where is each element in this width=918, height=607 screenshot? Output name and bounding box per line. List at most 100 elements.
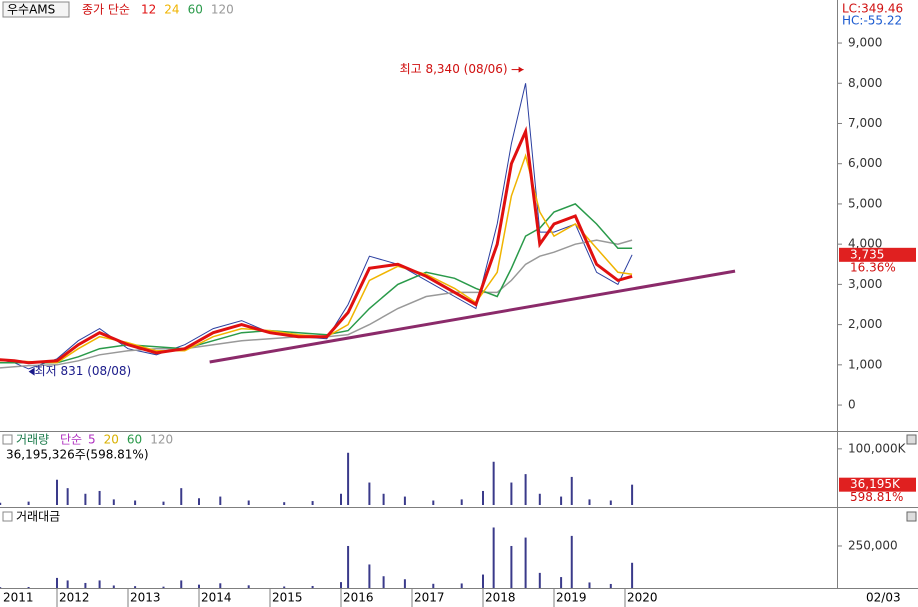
legend-entry: 5 xyxy=(88,433,96,447)
annotation-arrowhead xyxy=(28,367,35,376)
legend-entry: 12 xyxy=(141,3,156,17)
bar xyxy=(403,579,406,588)
bar xyxy=(560,577,563,588)
bar xyxy=(56,479,58,505)
amount-title: 거래대금 xyxy=(16,510,60,524)
bar xyxy=(112,499,115,505)
volume-legend-label: 단순 xyxy=(60,433,82,447)
bar xyxy=(460,499,463,505)
bar xyxy=(84,493,87,505)
bar xyxy=(180,580,183,588)
bar xyxy=(524,474,527,505)
legend-entry: 24 xyxy=(164,3,179,17)
bar xyxy=(510,482,513,505)
change-label: 16.36% xyxy=(850,260,896,274)
bar xyxy=(198,498,200,505)
bar xyxy=(134,586,137,588)
bar xyxy=(368,564,371,588)
bar xyxy=(631,562,634,588)
last-date-label: 02/03 xyxy=(866,591,901,605)
volume-title: 거래량 xyxy=(16,433,49,447)
bar xyxy=(162,501,165,505)
y-tick-label: 8,000 xyxy=(848,76,882,90)
annotation: 최고 8,340 (08/06) xyxy=(400,62,508,76)
x-tick-label: 2013 xyxy=(130,591,161,605)
x-tick-label: 2014 xyxy=(201,591,232,605)
bar xyxy=(0,587,2,588)
bar xyxy=(609,500,612,505)
bar xyxy=(538,493,541,505)
bar xyxy=(283,502,286,505)
close-button[interactable] xyxy=(906,434,917,445)
y-tick-label: 100,000K xyxy=(848,441,907,455)
bar xyxy=(219,496,222,505)
bar xyxy=(98,580,101,588)
moving-average xyxy=(0,125,633,365)
bar xyxy=(347,545,350,588)
legend-entry: 120 xyxy=(211,3,234,17)
y-tick-label: 0 xyxy=(848,398,856,412)
bar xyxy=(134,500,137,505)
bar xyxy=(219,583,222,588)
hc-label: HC:-55.22 xyxy=(842,14,902,28)
change-label: 598.81% xyxy=(850,490,903,504)
trend-line xyxy=(209,269,736,364)
last-price-box xyxy=(839,247,916,262)
bar xyxy=(631,484,634,505)
bar xyxy=(460,583,463,588)
legend-entry: 120 xyxy=(150,433,173,447)
x-tick-label: 2020 xyxy=(627,591,658,605)
bar xyxy=(510,545,513,588)
bar xyxy=(382,576,385,588)
bar xyxy=(247,500,250,505)
volume-summary: 36,195,326주(598.81%) xyxy=(6,448,149,462)
bar xyxy=(588,582,591,588)
bar xyxy=(0,502,2,505)
y-tick-label: 4,000 xyxy=(848,237,882,251)
x-tick-label: 2011 xyxy=(3,591,34,605)
close-button[interactable] xyxy=(906,511,917,522)
bar xyxy=(198,584,200,588)
bar xyxy=(311,501,314,505)
bar xyxy=(112,585,115,588)
bar xyxy=(98,490,101,505)
symbol-button[interactable] xyxy=(2,1,70,18)
legend-entry: 60 xyxy=(188,3,203,17)
bar xyxy=(340,493,342,505)
annotation-arrowhead xyxy=(518,66,524,73)
y-tick-label: 7,000 xyxy=(848,116,882,130)
bar xyxy=(382,493,385,505)
bar xyxy=(588,499,591,505)
bar xyxy=(180,488,183,505)
bar xyxy=(27,586,30,588)
bar xyxy=(283,586,286,588)
panel-icon[interactable] xyxy=(2,434,13,445)
last-volume-label: 36,195K xyxy=(850,477,901,491)
bar xyxy=(84,582,87,588)
bar xyxy=(311,585,314,588)
bar xyxy=(66,580,69,588)
x-tick-label: 2019 xyxy=(556,591,587,605)
symbol-name: 우수AMS xyxy=(7,3,55,17)
panel-icon[interactable] xyxy=(2,511,13,522)
y-tick-label: 250,000 xyxy=(848,538,898,552)
x-tick-label: 2018 xyxy=(485,591,516,605)
bar xyxy=(162,586,165,588)
x-tick-label: 2015 xyxy=(272,591,303,605)
y-tick-label: 2,000 xyxy=(848,317,882,331)
y-tick-label: 1,000 xyxy=(848,357,882,371)
y-tick-label: 6,000 xyxy=(848,156,882,170)
legend-entry: 60 xyxy=(127,433,142,447)
bar xyxy=(538,572,541,588)
bar xyxy=(560,496,563,505)
bar xyxy=(524,537,527,588)
bar xyxy=(403,496,406,505)
y-tick-label: 3,000 xyxy=(848,277,882,291)
bar xyxy=(432,500,435,505)
bar xyxy=(482,490,484,505)
bar xyxy=(368,482,371,505)
lc-label: LC:349.46 xyxy=(842,2,903,16)
bar xyxy=(247,585,250,588)
